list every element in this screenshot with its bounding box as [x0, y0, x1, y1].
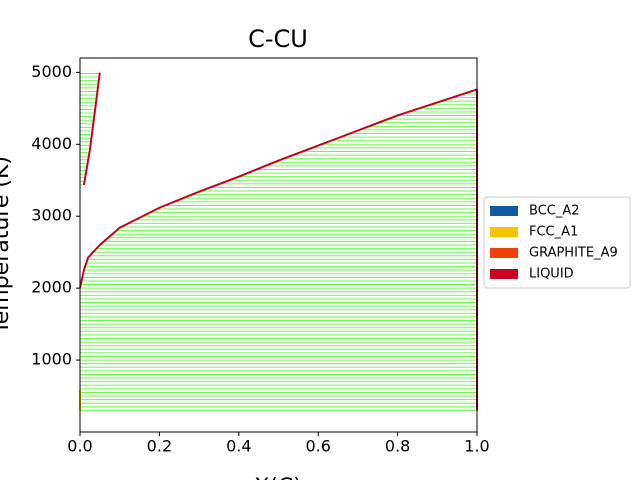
plot-frame — [79, 57, 478, 433]
x-axis-label: X(C) — [254, 475, 302, 480]
chart-title: C-CU — [248, 25, 308, 53]
x-tick-label: 0.8 — [385, 437, 410, 456]
y-tick-label: 1000 — [31, 350, 72, 369]
phase-boundary — [79, 88, 478, 289]
x-tick-label: 0.4 — [226, 437, 251, 456]
legend-label: BCC_A2 — [529, 204, 580, 219]
legend-swatch — [490, 248, 518, 258]
x-tick-label: 0.0 — [67, 437, 92, 456]
y-tick-label: 3000 — [31, 206, 72, 225]
legend-label: FCC_A1 — [529, 225, 578, 240]
y-tick-label: 2000 — [31, 278, 72, 297]
x-tick-label: 0.6 — [305, 437, 330, 456]
legend-swatch — [490, 269, 518, 279]
x-tick-label: 0.2 — [147, 437, 172, 456]
legend-label: LIQUID — [529, 267, 574, 282]
x-tick-label: 1.0 — [464, 437, 489, 456]
legend-label: GRAPHITE_A9 — [529, 246, 618, 261]
y-axis-label: Temperature (K) — [0, 156, 14, 335]
legend-swatch — [490, 206, 518, 216]
y-tick-label: 5000 — [31, 62, 72, 81]
legend-swatch — [490, 227, 518, 237]
phase-boundary — [82, 72, 101, 186]
legend-box — [483, 196, 631, 289]
y-tick-label: 4000 — [31, 134, 72, 153]
